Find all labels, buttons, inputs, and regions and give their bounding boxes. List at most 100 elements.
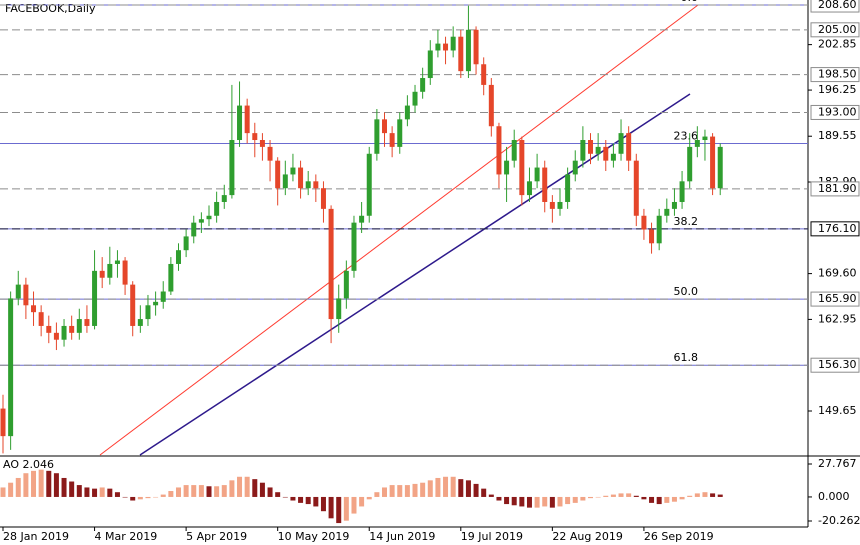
ao-bar [473,483,479,497]
candle-body [656,215,662,244]
candle-body [137,319,143,326]
candle-body [38,312,44,326]
level-label-box [810,221,860,237]
fib-label: 0.0 [681,0,699,4]
candle-body [710,136,716,189]
ao-bar [649,496,655,503]
x-tick-label: 14 Jun 2019 [369,530,435,543]
candle-body [15,284,21,299]
candle-body [221,195,227,202]
ao-bar [412,483,418,497]
candle-body [374,119,380,154]
ao-bar [69,481,75,497]
level-label-box [810,357,860,373]
ao-bar [450,476,456,497]
candle-body [496,126,502,175]
ao-bar [183,485,189,497]
ao-bar [526,496,532,508]
candle-body [168,263,174,292]
ao-bar [626,493,632,497]
ao-bar [145,496,151,499]
ao-bar [481,488,487,497]
candle-body [626,133,632,161]
candle-body [565,174,571,202]
ao-bar [572,496,578,503]
candle-body [343,270,349,299]
ao-bar [221,485,227,497]
candle-body [290,167,296,175]
ao-bar [130,496,136,501]
ao-bar [114,492,120,497]
fib-label: 50.0 [674,285,699,298]
level-label: 156.30 [818,358,857,371]
ao-bar [656,496,662,505]
ao-bar [366,496,372,500]
ao-bar [542,496,548,507]
ao-bar [336,496,342,524]
candle-body [427,50,433,79]
ao-bar [443,476,449,497]
ao-bar [351,496,357,514]
ao-bar [595,496,601,498]
x-tick-label: 22 Aug 2019 [552,530,622,543]
ao-bar [23,473,29,497]
level-label-box [810,291,860,307]
ao-bar [31,470,37,497]
ao-bar [0,487,6,497]
candle-body [61,325,67,340]
ao-bar [168,491,174,497]
ao-bar [702,492,708,497]
fib-label: 61.8 [674,351,699,364]
candle-body [679,181,685,202]
level-label: 165.90 [818,292,857,305]
ao-bar [191,485,197,497]
y-tick-label: 27.767 [818,457,857,470]
candle-body [53,332,59,340]
fib-label: 38.2 [674,215,699,228]
candle-body [549,201,555,209]
ao-bar [397,485,403,497]
ao-bar [679,496,685,500]
ao-bar [694,493,700,497]
candle-body [412,91,418,106]
candle-body [557,201,563,209]
ao-bar [465,480,471,497]
candle-body [198,219,204,223]
ao-bar [641,496,647,500]
ao-bar [328,496,334,519]
candle-body [580,140,586,161]
ao-bar [580,496,586,501]
candle-body [382,119,387,134]
candle-body [504,160,510,175]
candle-body [76,319,82,333]
ao-bar [46,470,52,497]
candle-body [0,408,6,437]
ao-bar [382,487,387,497]
ao-bar [374,492,380,497]
candle-body [588,140,594,154]
y-tick-label: 169.60 [818,267,857,280]
ao-bar [618,493,624,497]
candle-body [237,105,243,141]
candle-body [519,140,525,196]
candle-body [183,236,189,251]
candle-body [458,36,464,72]
ao-bar [435,477,441,497]
candle-body [206,215,212,220]
candle-body [420,78,426,92]
candle-body [488,84,494,127]
ao-bar [313,496,319,507]
trend-line-red [99,4,699,456]
candle-body [603,146,609,161]
candle-body [473,29,479,65]
x-tick-label: 26 Sep 2019 [644,530,714,543]
candle-body [702,136,708,141]
candle-body [366,153,372,216]
ao-bar [267,487,273,497]
candle-body [687,146,693,182]
ao-bar [122,496,128,498]
ao-bar [290,496,296,501]
ao-bar [404,485,410,497]
candle-body [175,250,181,264]
candle-body [282,174,288,189]
